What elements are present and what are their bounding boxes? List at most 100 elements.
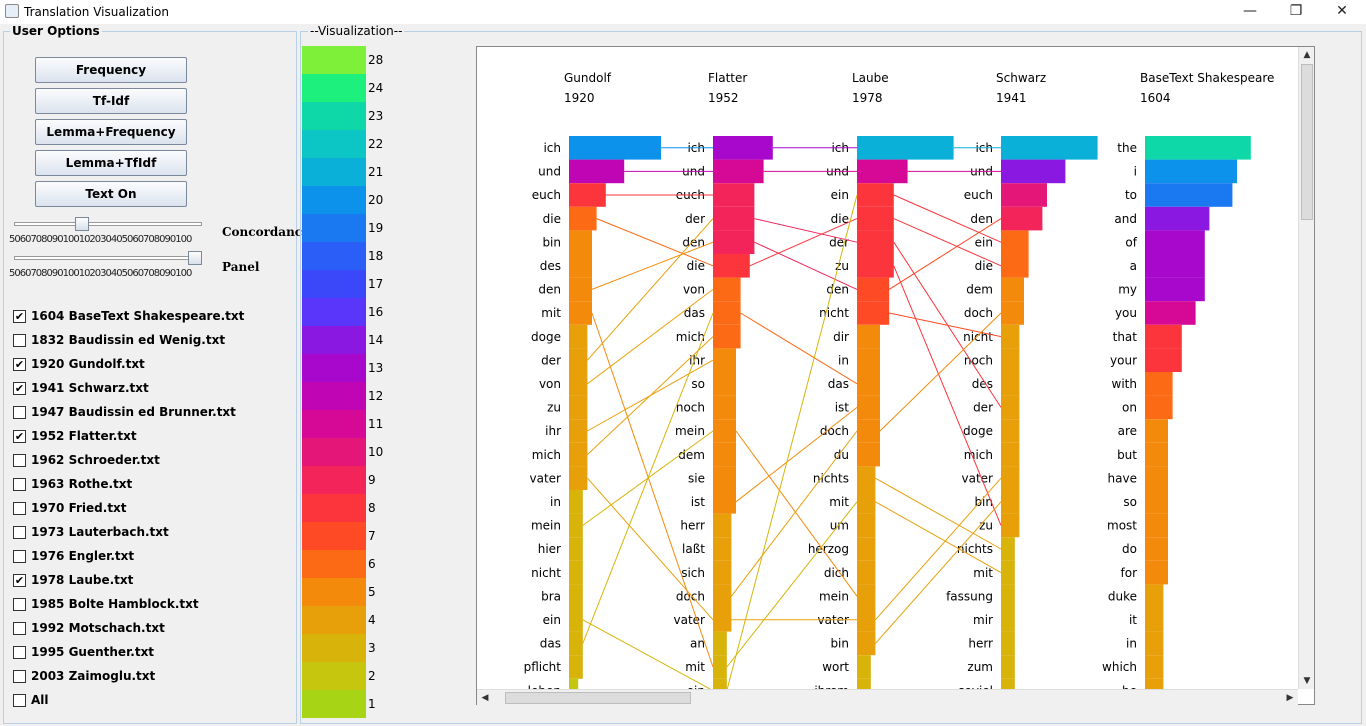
column-year: 1920 — [564, 91, 595, 105]
frequency-bar — [857, 372, 880, 396]
minimize-button[interactable]: — — [1243, 3, 1257, 19]
column-year: 1941 — [996, 91, 1027, 105]
color-scale-label: 4 — [368, 613, 376, 627]
word-label: you — [1115, 306, 1137, 320]
visualization-panel: --Visualization-- — [300, 24, 1362, 724]
word-label: das — [684, 306, 705, 320]
java-app-icon — [5, 4, 19, 18]
frequency-bar — [857, 324, 880, 349]
frequency-button[interactable]: Frequency — [35, 57, 187, 83]
checkbox[interactable] — [13, 550, 26, 563]
word-label: mein — [819, 589, 849, 603]
frequency-bar — [569, 537, 583, 561]
file-checkbox-label: 1947 Baudissin ed Brunner.txt — [31, 405, 236, 419]
frequency-bar — [569, 230, 592, 254]
frequency-bar — [1001, 513, 1020, 538]
frequency-bar — [713, 372, 736, 396]
lemma-frequency-button[interactable]: Lemma+Frequency — [35, 119, 187, 145]
checkbox[interactable] — [13, 622, 26, 635]
panel-slider-track[interactable] — [14, 256, 202, 260]
lemma-tfidf-button[interactable]: Lemma+TfIdf — [35, 150, 187, 176]
color-scale-label: 20 — [368, 193, 383, 207]
frequency-bar — [857, 466, 876, 490]
scroll-left-arrow-icon[interactable]: ◀ — [481, 693, 489, 703]
checkbox[interactable]: ✔ — [13, 430, 26, 443]
frequency-bar — [857, 183, 894, 207]
checkbox[interactable] — [13, 334, 26, 347]
word-link-line — [731, 430, 858, 597]
checkbox[interactable] — [13, 454, 26, 467]
vertical-scrollbar[interactable]: ▲ ▼ — [1298, 47, 1314, 689]
word-label: mir — [973, 613, 993, 627]
word-label: bin — [830, 637, 849, 651]
frequency-bar — [1145, 230, 1205, 254]
concordance-slider-thumb[interactable] — [74, 217, 89, 231]
text-on-button[interactable]: Text On — [35, 181, 187, 207]
frequency-bar — [1001, 230, 1029, 254]
horizontal-scrollbar[interactable]: ◀ ▶ — [477, 689, 1298, 705]
frequency-bar — [713, 230, 755, 254]
checkbox[interactable] — [13, 502, 26, 515]
word-link-line — [754, 218, 858, 243]
scroll-down-arrow-icon[interactable]: ▼ — [1303, 676, 1311, 686]
frequency-bar — [857, 419, 880, 443]
word-link-line — [740, 312, 858, 385]
color-scale-label: 1 — [368, 697, 376, 711]
horizontal-scroll-thumb[interactable] — [505, 692, 691, 704]
checkbox[interactable]: ✔ — [13, 358, 26, 371]
checkbox[interactable]: ✔ — [13, 382, 26, 395]
restore-button[interactable]: ❐ — [1289, 3, 1303, 19]
word-label: and — [1114, 212, 1137, 226]
word-link-line — [587, 289, 714, 385]
panel-slider-thumb[interactable] — [188, 251, 202, 265]
frequency-bar — [569, 395, 588, 420]
checkbox[interactable] — [13, 526, 26, 539]
word-link-line — [587, 218, 714, 361]
word-label: my — [1118, 283, 1137, 297]
checkbox[interactable]: ✔ — [13, 574, 26, 587]
word-link-line — [591, 241, 714, 290]
scroll-up-arrow-icon[interactable]: ▲ — [1303, 50, 1311, 60]
frequency-bar — [857, 631, 876, 656]
file-checkbox-label: 1952 Flatter.txt — [31, 429, 137, 443]
checkbox[interactable] — [13, 598, 26, 611]
frequency-bar — [713, 395, 736, 420]
close-button[interactable]: ✕ — [1336, 3, 1348, 19]
word-label: pflicht — [524, 660, 562, 674]
word-label: it — [1129, 613, 1137, 627]
frequency-bar — [713, 584, 732, 608]
color-scale-swatch — [302, 102, 366, 130]
word-label: which — [1102, 660, 1137, 674]
word-label: hier — [538, 542, 561, 556]
vertical-scroll-thumb[interactable] — [1301, 64, 1313, 220]
color-scale-swatch — [302, 494, 366, 522]
frequency-bar — [1145, 254, 1205, 278]
checkbox[interactable]: ✔ — [13, 310, 26, 323]
color-scale-swatch — [302, 270, 366, 298]
frequency-bar — [1001, 419, 1020, 443]
word-link-line — [875, 501, 1002, 644]
frequency-bar — [1145, 419, 1168, 443]
concordance-slider-track[interactable] — [14, 222, 202, 226]
frequency-bar — [1001, 183, 1047, 207]
color-scale-label: 7 — [368, 529, 376, 543]
frequency-bar — [857, 513, 876, 538]
checkbox[interactable] — [13, 670, 26, 683]
checkbox[interactable] — [13, 406, 26, 419]
word-label: mich — [964, 448, 993, 462]
visualization-legend: --Visualization-- — [308, 24, 405, 38]
concordance-slider-ticks: 5060708090100102030405060708090100 — [9, 234, 192, 245]
checkbox[interactable] — [13, 478, 26, 491]
tf-idf-button[interactable]: Tf-Idf — [35, 88, 187, 114]
visualization-canvas: Gundolf 1920 ich und euch die bin des den mit doge… — [476, 46, 1315, 705]
word-label: von — [539, 377, 561, 391]
checkbox[interactable] — [13, 694, 26, 707]
word-label: die — [831, 212, 849, 226]
scroll-right-arrow-icon[interactable]: ▶ — [1286, 693, 1294, 703]
word-label: ihr — [689, 353, 705, 367]
checkbox[interactable] — [13, 646, 26, 659]
word-link-line — [735, 407, 858, 503]
word-link-line — [596, 218, 714, 267]
word-label: nichts — [813, 471, 849, 485]
